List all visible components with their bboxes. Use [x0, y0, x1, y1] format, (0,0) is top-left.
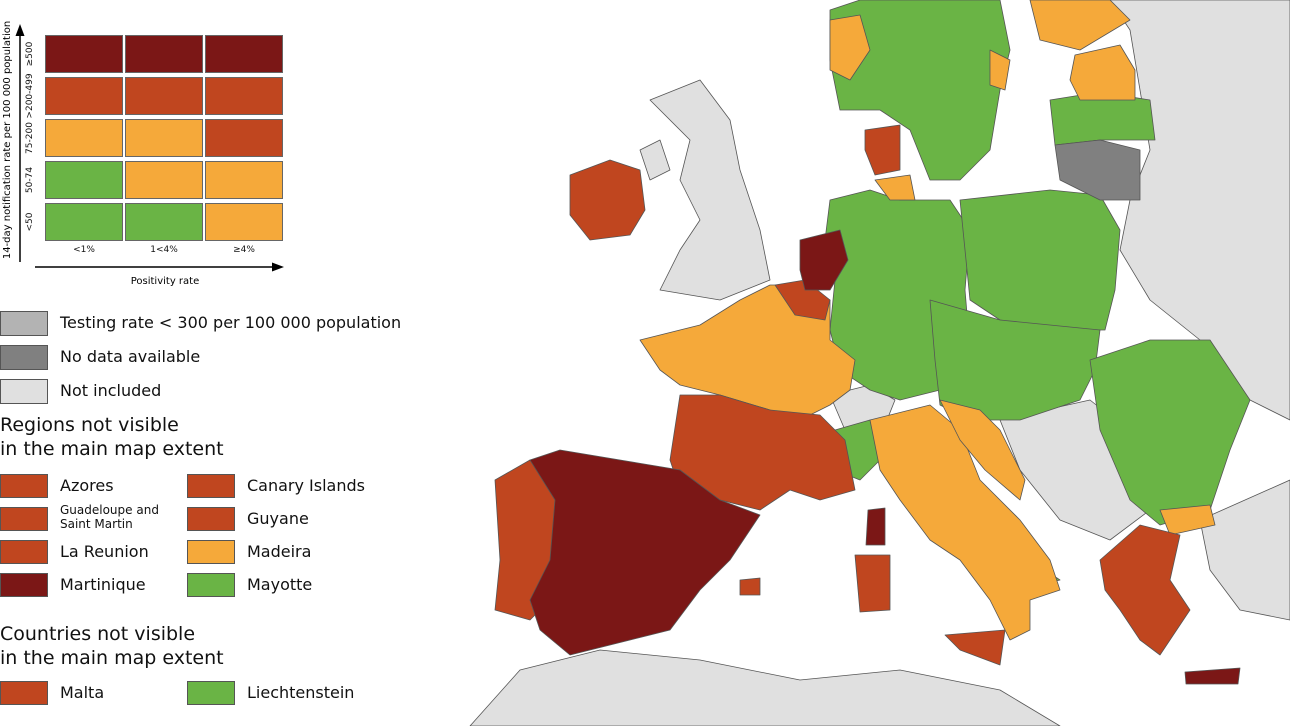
legend-label: Martinique [60, 575, 146, 594]
legend-label: Azores [60, 476, 114, 495]
matrix-cell [125, 203, 203, 241]
section-title: in the main map extent [0, 438, 224, 460]
matrix-cell [205, 35, 283, 73]
section-title: in the main map extent [0, 647, 224, 669]
legend-label: Mayotte [247, 575, 313, 594]
matrix-cell [45, 161, 123, 199]
legend-swatch [0, 311, 48, 336]
legend-swatch [187, 474, 235, 498]
matrix-cell [125, 35, 203, 73]
column-label: ≥4% [233, 245, 255, 255]
legend-swatch [187, 507, 235, 531]
section-title: Countries not visible [0, 623, 196, 645]
legend-swatch [0, 573, 48, 597]
matrix-cell [125, 161, 203, 199]
x-axis-label: Positivity rate [131, 276, 200, 287]
legend-label: Not included [60, 381, 162, 400]
matrix-cell [125, 77, 203, 115]
legend-label: Guyane [247, 509, 309, 528]
matrix-cell [45, 203, 123, 241]
legend-swatch [0, 345, 48, 370]
legend-label: Liechtenstein [247, 683, 355, 702]
not-included [469, 0, 1290, 726]
matrix-cell [205, 161, 283, 199]
matrix-cell [45, 35, 123, 73]
red-countries [494, 124, 1191, 666]
legend-swatch [0, 379, 48, 404]
legend-label: No data available [60, 347, 201, 366]
orange-countries [639, 0, 1216, 641]
row-label: >200-499 [25, 73, 35, 119]
legend-swatch [0, 474, 48, 498]
row-label: 75-200 [25, 122, 35, 154]
column-label: 1<4% [150, 245, 178, 255]
column-label: <1% [73, 245, 95, 255]
matrix-cell [205, 77, 283, 115]
row-label: <50 [25, 212, 35, 232]
legend-label: Malta [60, 683, 105, 702]
legend-label: Guadeloupe and Saint Martin [60, 503, 159, 531]
matrix-cell [45, 119, 123, 157]
y-axis-label: 14-day notification rate per 100 000 pop… [2, 21, 13, 259]
row-label: 50-74 [25, 166, 35, 194]
legend-swatch [0, 507, 48, 531]
matrix-cell [205, 119, 283, 157]
matrix-axes: 14-day notification rate per 100 000 pop… [2, 21, 284, 287]
matrix-cell [125, 119, 203, 157]
matrix-cell [205, 203, 283, 241]
legend-swatch [187, 573, 235, 597]
legend-swatch [0, 540, 48, 564]
dark-red-countries [529, 229, 1241, 685]
row-label: ≥500 [25, 41, 35, 67]
legend-label: Madeira [247, 542, 312, 561]
legend-label: La Reunion [60, 542, 149, 561]
matrix-cell [45, 77, 123, 115]
legend-swatch [187, 540, 235, 564]
green-countries [824, 0, 1251, 586]
legend-swatch [187, 681, 235, 705]
legend-label: Canary Islands [247, 476, 365, 495]
legend-label: Testing rate < 300 per 100 000 populatio… [60, 313, 402, 332]
legend-swatch [0, 681, 48, 705]
section-title: Regions not visible [0, 414, 179, 436]
legend: 14-day notification rate per 100 000 pop… [0, 0, 470, 726]
no-data-country [1054, 139, 1141, 201]
